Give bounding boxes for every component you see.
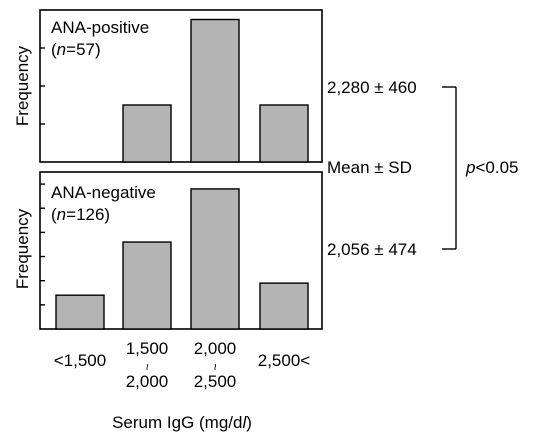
p-value-label: p<0.05: [465, 158, 518, 177]
bar: [190, 188, 240, 330]
stat-label-negative: 2,056 ± 474: [327, 240, 417, 259]
stat-label-positive: 2,280 ± 460: [327, 78, 417, 97]
y-axis-label-bottom: Frequency: [13, 208, 32, 289]
x-tick-label: 2,500: [194, 372, 237, 391]
bar: [259, 104, 309, 163]
bar: [259, 282, 309, 330]
x-tick-label: 2,500<: [258, 351, 311, 370]
x-tick-tilde: ~: [140, 363, 154, 370]
x-tick-label: 2,000: [194, 339, 237, 358]
bar: [122, 104, 172, 163]
panel-frame: [39, 171, 323, 330]
bar: [122, 241, 172, 330]
panel-title: ANA-negative: [51, 183, 156, 202]
mean-sd-label: Mean ± SD: [327, 158, 412, 177]
bar: [190, 18, 240, 163]
x-tick-label: <1,500: [54, 351, 106, 370]
x-tick-label: 1,500: [126, 339, 169, 358]
panel-n-label: (n=126): [51, 205, 110, 224]
panel-ana-negative: ANA-negative (n=126): [39, 171, 323, 330]
panel-ana-positive: ANA-positive (n=57): [39, 9, 323, 163]
x-tick-tilde: ~: [208, 363, 222, 370]
x-tick-label: 2,000: [126, 372, 169, 391]
x-axis-label: Serum IgG (mg/dl): [112, 413, 252, 432]
bar: [55, 294, 105, 330]
panel-title: ANA-positive: [51, 18, 149, 37]
y-axis-label-top: Frequency: [13, 45, 32, 126]
panel-n-label: (n=57): [51, 40, 101, 59]
